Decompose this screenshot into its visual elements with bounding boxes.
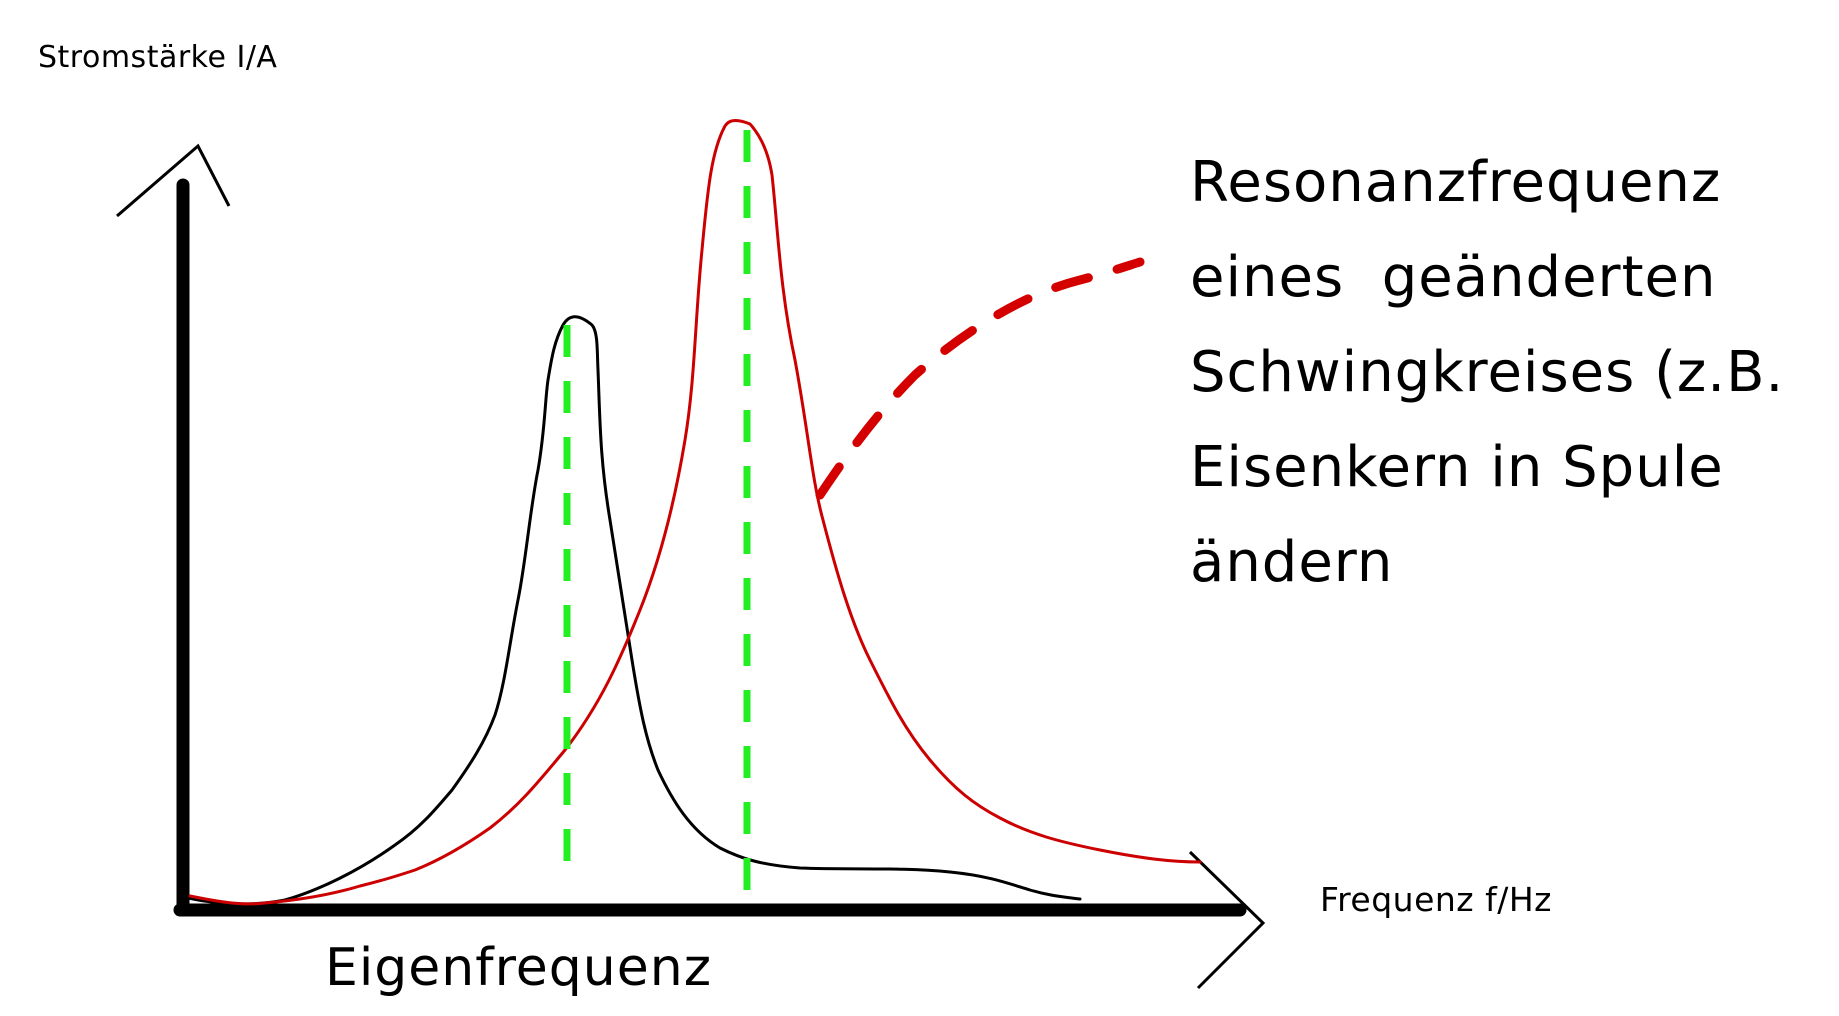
annotation-line: Resonanzfrequenz: [1190, 150, 1722, 215]
x-axis-arrowhead: [1188, 850, 1266, 990]
y-axis-arrowhead: [116, 143, 231, 218]
axes: [116, 143, 1266, 990]
original-resonance-curve: [186, 315, 1082, 906]
annotation-line: Eisenkern in Spule: [1190, 435, 1724, 500]
y-axis-label: Stromstärke I/A: [38, 40, 278, 75]
annotation-line: ändern: [1190, 530, 1394, 595]
eigenfrequenz-label: Eigenfrequenz: [325, 938, 713, 998]
x-axis-label: Frequenz f/Hz: [1320, 880, 1552, 919]
resonance-annotation: Resonanzfrequenz eines geänderten Schwin…: [1190, 135, 1830, 610]
annotation-pointer: [815, 257, 1145, 500]
annotation-line: Schwingkreises (z.B.: [1190, 340, 1785, 405]
shifted-resonance-curve: [188, 119, 1202, 906]
annotation-line: eines geänderten: [1190, 245, 1717, 310]
